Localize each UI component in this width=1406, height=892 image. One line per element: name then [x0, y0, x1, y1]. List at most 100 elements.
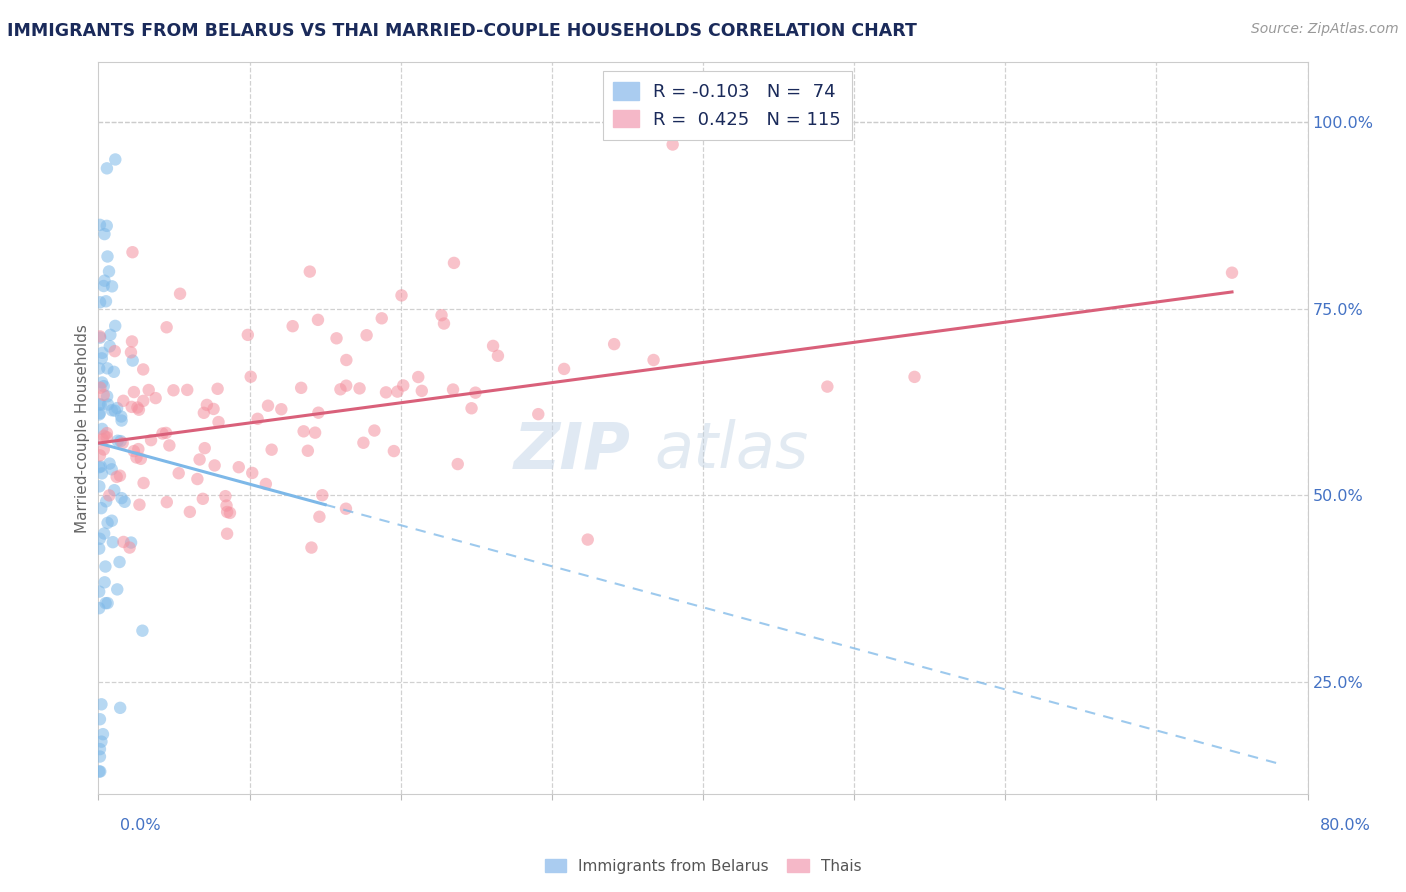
Point: [411, 384, 433, 398]
Point: [105, 582, 128, 597]
Point: [215, 499, 238, 513]
Point: [118, 541, 141, 555]
Point: [132, 475, 155, 490]
Point: [297, 443, 319, 458]
Point: [120, 345, 142, 359]
Point: [110, 413, 132, 427]
Point: [128, 402, 150, 417]
Point: [643, 353, 665, 368]
Point: [111, 436, 134, 450]
Point: [193, 406, 215, 420]
Point: [93, 429, 115, 443]
Point: [464, 385, 486, 400]
Point: [443, 256, 465, 270]
Point: [191, 491, 214, 506]
Point: [122, 444, 145, 458]
Y-axis label: Married-couple Households: Married-couple Households: [75, 324, 90, 533]
Point: [93, 526, 115, 541]
Point: [89, 712, 111, 726]
Point: [155, 425, 177, 440]
Point: [96, 219, 118, 233]
Point: [125, 450, 148, 465]
Point: [89, 749, 111, 764]
Legend: Immigrants from Belarus, Thais: Immigrants from Belarus, Thais: [538, 853, 868, 880]
Point: [101, 279, 124, 293]
Point: [240, 466, 263, 480]
Point: [105, 470, 128, 484]
Point: [139, 433, 162, 447]
Point: [325, 331, 347, 345]
Point: [352, 435, 374, 450]
Point: [204, 458, 226, 473]
Point: [105, 401, 128, 415]
Point: [169, 286, 191, 301]
Point: [217, 526, 239, 541]
Point: [120, 535, 142, 549]
Point: [307, 313, 329, 327]
Point: [93, 274, 115, 288]
Point: [89, 742, 111, 756]
Point: [246, 412, 269, 426]
Point: [89, 584, 111, 599]
Point: [387, 384, 409, 399]
Point: [207, 382, 229, 396]
Point: [90, 501, 112, 516]
Text: 80.0%: 80.0%: [1320, 818, 1371, 832]
Point: [93, 442, 115, 457]
Point: [89, 295, 111, 310]
Point: [94, 596, 117, 610]
Point: [371, 311, 394, 326]
Point: [89, 331, 111, 345]
Legend: R = -0.103   N =  74, R =  0.425   N = 115: R = -0.103 N = 74, R = 0.425 N = 115: [603, 71, 852, 140]
Point: [157, 438, 180, 452]
Point: [98, 457, 121, 471]
Point: [93, 279, 115, 293]
Point: [90, 698, 112, 712]
Point: [460, 401, 482, 416]
Point: [156, 320, 179, 334]
Point: [1220, 266, 1243, 280]
Point: [104, 153, 127, 167]
Point: [447, 457, 470, 471]
Point: [121, 400, 143, 414]
Point: [363, 424, 385, 438]
Point: [90, 398, 112, 412]
Point: [110, 434, 132, 448]
Point: [104, 403, 127, 417]
Point: [903, 370, 925, 384]
Point: [89, 479, 111, 493]
Point: [486, 349, 509, 363]
Text: 0.0%: 0.0%: [120, 818, 160, 832]
Point: [89, 381, 111, 395]
Point: [91, 346, 114, 360]
Point: [382, 444, 405, 458]
Point: [98, 327, 121, 342]
Point: [91, 432, 114, 446]
Point: [482, 339, 505, 353]
Point: [96, 389, 118, 403]
Point: [90, 734, 112, 748]
Point: [112, 535, 135, 549]
Point: [430, 308, 453, 322]
Point: [89, 601, 111, 615]
Point: [96, 494, 118, 508]
Point: [441, 383, 464, 397]
Point: [127, 401, 149, 415]
Point: [96, 361, 118, 376]
Point: [89, 541, 111, 556]
Point: [239, 369, 262, 384]
Point: [292, 425, 315, 439]
Point: [162, 384, 184, 398]
Point: [107, 434, 129, 448]
Point: [91, 422, 114, 436]
Point: [553, 362, 575, 376]
Point: [433, 317, 456, 331]
Point: [202, 401, 225, 416]
Point: [98, 339, 121, 353]
Point: [101, 514, 124, 528]
Point: [112, 393, 135, 408]
Point: [301, 541, 323, 555]
Point: [96, 161, 118, 176]
Point: [207, 415, 229, 429]
Point: [89, 218, 111, 232]
